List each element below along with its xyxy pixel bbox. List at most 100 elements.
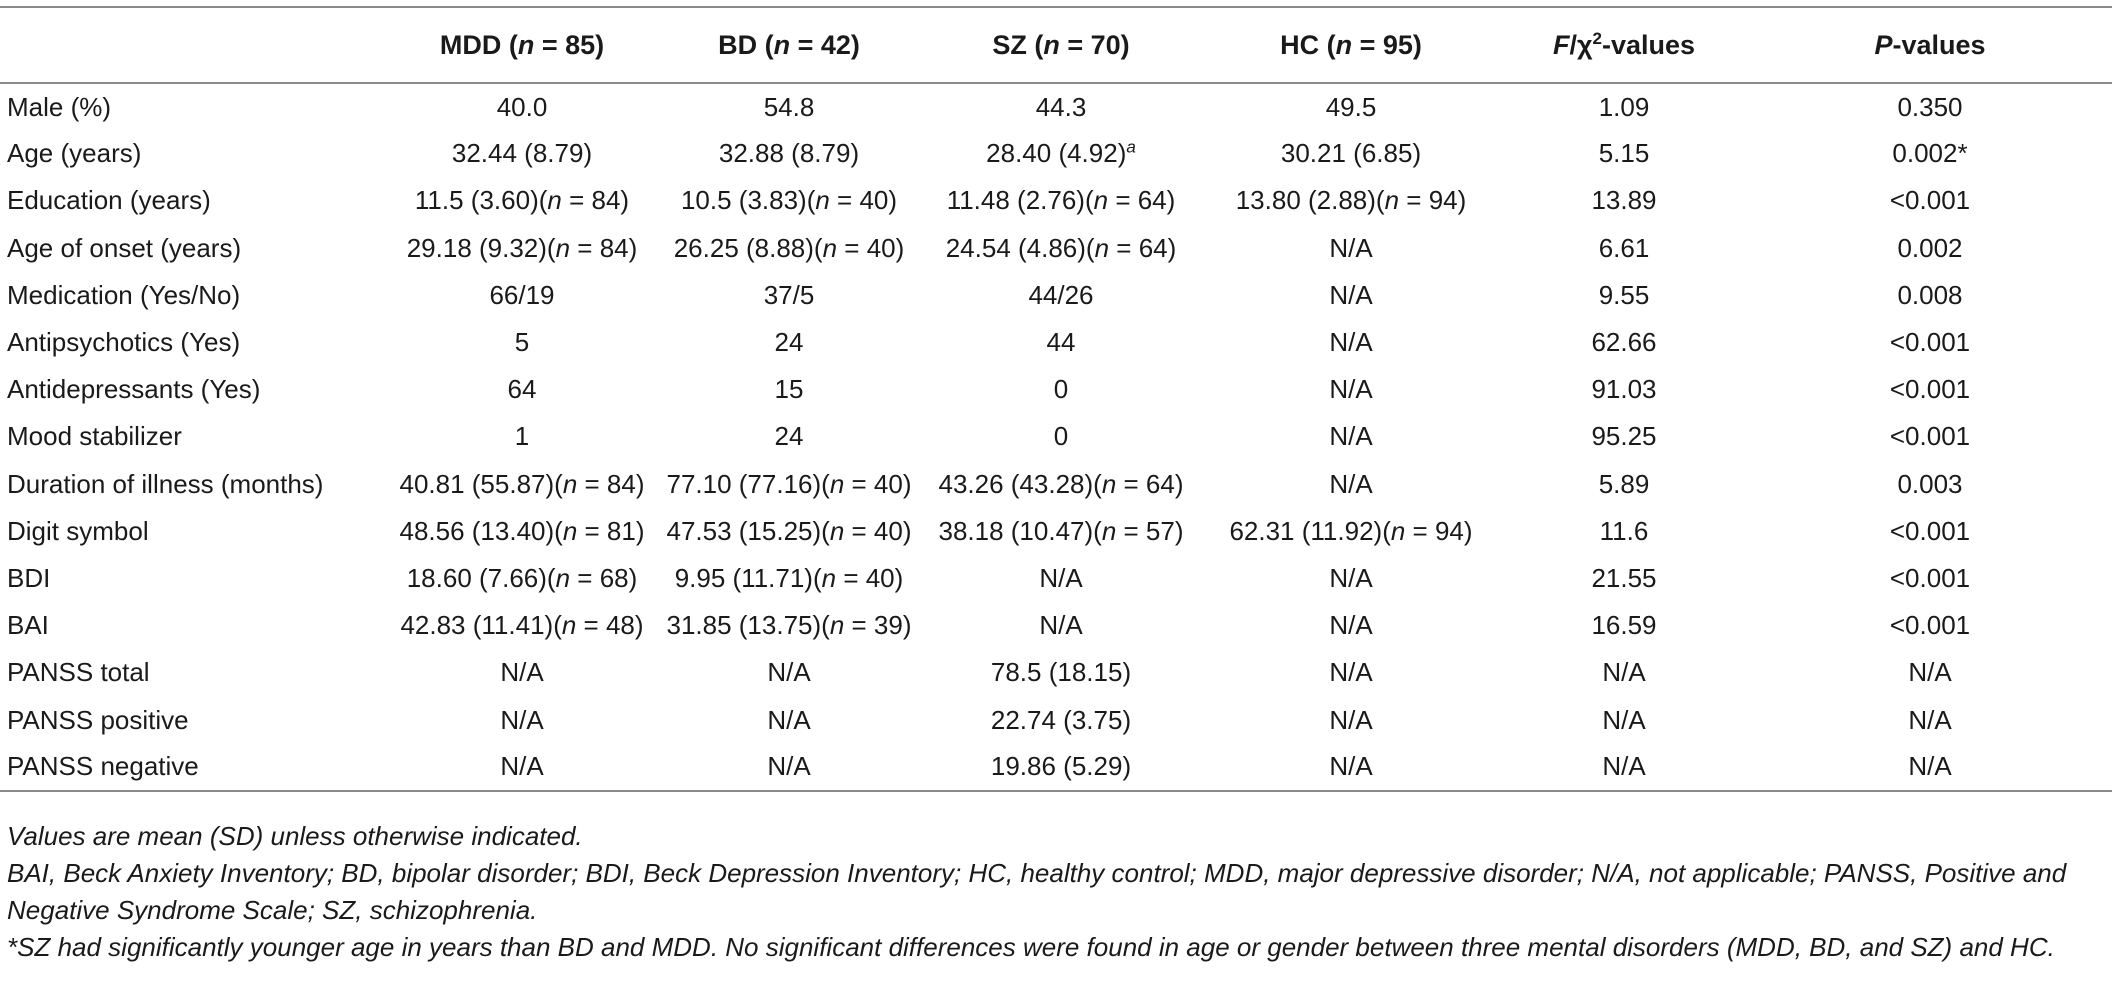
cell-stat: 13.89 (1591, 185, 1657, 216)
row-label: Medication (Yes/No) (7, 279, 241, 310)
row-label: Mood stabilizer (7, 421, 182, 452)
cell-p: 0.008 (1897, 279, 1963, 310)
cell-bd: N/A (658, 743, 920, 792)
cell-sz: 19.86 (5.29) (920, 743, 1202, 792)
cell-stat: 91.03 (1591, 374, 1657, 405)
cell-mdd: 64 (507, 374, 537, 405)
cell-bd: 24 (774, 421, 804, 452)
row-label: PANSS total (7, 657, 150, 688)
table-row: BAI 42.83 (11.41)(n = 48) 31.85 (13.75)(n … (0, 602, 2112, 649)
table-row: Duration of illness (months) 40.81 (55.87… (0, 461, 2112, 508)
cell-stat: 6.61 (1598, 232, 1650, 263)
row-label: Duration of illness (months) (7, 468, 324, 499)
cell-hc: N/A (1329, 610, 1373, 641)
header-mdd: MDD (n = 85) (386, 6, 658, 84)
header-sz: SZ (n = 70) (920, 6, 1202, 84)
cell-bd: N/A (767, 704, 811, 735)
cell-mdd: 1 (514, 421, 530, 452)
cell-mdd: 29.18 (9.32)(n = 84) (406, 232, 638, 263)
table-row: Antipsychotics (Yes) 5 24 44 N/A 62.66 <0.001 (0, 319, 2112, 366)
cell-p: 0.350 (1897, 91, 1963, 122)
cell-bd: 10.5 (3.83)(n = 40) (680, 185, 898, 216)
cell-mdd: 40.81 (55.87)(n = 84) (399, 468, 645, 499)
cell-sz: 78.5 (18.15) (990, 657, 1132, 688)
cell-bd: 15 (774, 374, 804, 405)
cell-mdd: 42.83 (11.41)(n = 48) (400, 610, 644, 641)
cell-sz: 38.18 (10.47)(n = 57) (938, 515, 1184, 546)
cell-sz: 11.48 (2.76)(n = 64) (946, 185, 1176, 216)
cell-hc: 62.31 (11.92)(n = 94) (1229, 515, 1473, 546)
row-label: BDI (7, 562, 51, 593)
cell-hc: N/A (1329, 562, 1373, 593)
cell-stat: 16.59 (1591, 610, 1657, 641)
footnote-marker: a (1126, 137, 1136, 157)
row-label: Antipsychotics (Yes) (7, 327, 241, 358)
cell-hc: N/A (1329, 374, 1373, 405)
table-row: PANSS total N/A N/A 78.5 (18.15) N/A N/A N/A (0, 649, 2112, 696)
cell-p: 0.002* (1892, 138, 1968, 169)
cell-sz: 44.3 (1035, 91, 1087, 122)
cell-p: <0.001 (1889, 374, 1971, 405)
cell-sz: 0 (1053, 374, 1069, 405)
cell-stat: 1.09 (1598, 91, 1650, 122)
cell-hc: N/A (1329, 279, 1373, 310)
row-label: PANSS negative (0, 743, 386, 792)
cell-p: 0.002 (1897, 232, 1963, 263)
cell-bd: 77.10 (77.16)(n = 40) (666, 468, 912, 499)
cell-bd: N/A (767, 657, 811, 688)
cell-mdd: 48.56 (13.40)(n = 81) (399, 515, 645, 546)
cell-stat: 62.66 (1591, 327, 1657, 358)
cell-mdd: 66/19 (489, 279, 555, 310)
table-row: Digit symbol 48.56 (13.40)(n = 81) 47.53 (… (0, 508, 2112, 555)
cell-sz: 44 (1046, 327, 1076, 358)
cell-hc: N/A (1329, 704, 1373, 735)
cell-stat: 11.6 (1599, 515, 1649, 546)
cell-sz: 43.26 (43.28)(n = 64) (938, 468, 1184, 499)
cell-p: N/A (1908, 657, 1952, 688)
row-label: Digit symbol (7, 515, 149, 546)
cell-bd: 32.88 (8.79) (718, 138, 860, 169)
table-row: Age of onset (years) 29.18 (9.32)(n = 84)… (0, 225, 2112, 272)
table-row: Antidepressants (Yes) 64 15 0 N/A 91.03 <0.001 (0, 366, 2112, 413)
header-p: P-values (1748, 6, 2112, 84)
table-row: Medication (Yes/No) 66/19 37/5 44/26 N/A 9.55… (0, 272, 2112, 319)
cell-mdd: N/A (500, 657, 544, 688)
table-row: PANSS negative N/A N/A 19.86 (5.29) N/A N/A N/… (0, 743, 2112, 792)
cell-stat: 9.55 (1598, 279, 1650, 310)
cell-mdd: 40.0 (496, 91, 548, 122)
cell-hc: N/A (1329, 327, 1373, 358)
table-row: Education (years) 11.5 (3.60)(n = 84) 10.5… (0, 177, 2112, 224)
row-label: Age of onset (years) (7, 232, 242, 263)
cell-p: <0.001 (1889, 185, 1971, 216)
cell-bd: 31.85 (13.75)(n = 39) (666, 610, 912, 641)
table-body: Male (%) 40.0 54.8 44.3 49.5 1.09 0.350 Age (ye… (0, 83, 2112, 792)
cell-p: <0.001 (1889, 562, 1971, 593)
cell-hc: 30.21 (6.85) (1280, 138, 1422, 169)
cell-stat: 5.89 (1598, 468, 1650, 499)
cell-hc: N/A (1329, 468, 1373, 499)
row-label: Education (years) (7, 185, 211, 216)
cell-p: <0.001 (1889, 515, 1971, 546)
cell-stat: 5.15 (1598, 138, 1650, 169)
row-label: PANSS positive (7, 704, 189, 735)
cell-stat: N/A (1602, 657, 1646, 688)
cell-hc: N/A (1329, 657, 1373, 688)
cell-bd: 26.25 (8.88)(n = 40) (673, 232, 905, 263)
cell-bd: 47.53 (15.25)(n = 40) (666, 515, 912, 546)
cell-bd: 54.8 (763, 91, 815, 122)
cell-hc: 13.80 (2.88)(n = 94) (1235, 185, 1467, 216)
cell-sz: 0 (1053, 421, 1069, 452)
cell-p: 0.003 (1897, 468, 1963, 499)
table-row: PANSS positive N/A N/A 22.74 (3.75) N/A N/A N/… (0, 696, 2112, 743)
cell-sz: 22.74 (3.75) (990, 704, 1132, 735)
header-bd: BD (n = 42) (658, 6, 920, 84)
table-row: BDI 18.60 (7.66)(n = 68) 9.95 (11.71)(n = … (0, 555, 2112, 602)
cell-p: N/A (1908, 704, 1952, 735)
table-header-row: MDD (n = 85) BD (n = 42) SZ (n = 70) HC … (0, 6, 2112, 84)
header-stat: F/χ2-values (1500, 6, 1748, 84)
cell-bd: 9.95 (11.71)(n = 40) (674, 562, 904, 593)
footnote-abbreviations: BAI, Beck Anxiety Inventory; BD, bipolar… (7, 858, 2067, 925)
cell-mdd: 5 (514, 327, 530, 358)
cell-hc: N/A (1329, 421, 1373, 452)
